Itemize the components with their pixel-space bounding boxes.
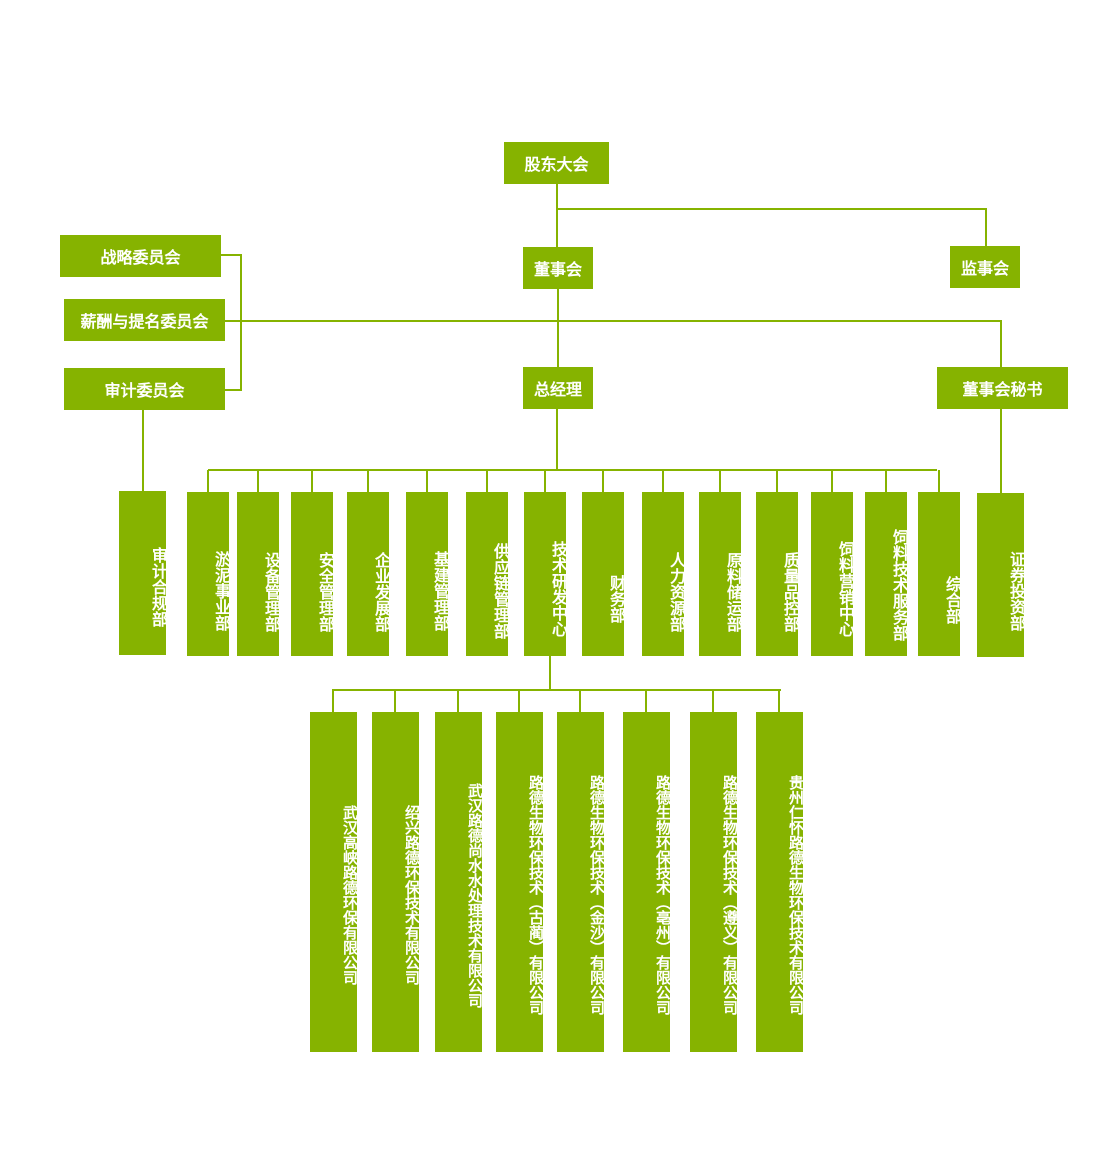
subsidiary-label: 绍兴路德环保技术有限公司 bbox=[403, 805, 421, 985]
strategy-committee-box: 战略委员会 bbox=[60, 235, 221, 277]
connector bbox=[712, 690, 714, 712]
dept-label: 技术研发中心 bbox=[549, 541, 568, 637]
department-box: 设备管理部 bbox=[237, 492, 281, 656]
department-box: 原料储运部 bbox=[699, 492, 743, 656]
subsidiary-box: 武汉路德尚水水处理技术有限公司 bbox=[435, 712, 484, 1052]
subsidiary-box: 路德生物环保技术（遵义）有限公司 bbox=[690, 712, 739, 1052]
dept-label: 安全管理部 bbox=[316, 552, 335, 632]
shareholders-meeting-box: 股东大会 bbox=[504, 142, 609, 184]
connector bbox=[778, 690, 780, 712]
connector bbox=[579, 690, 581, 712]
connector bbox=[208, 469, 937, 471]
department-box: 基建管理部 bbox=[406, 492, 450, 656]
dept-label: 企业发展部 bbox=[372, 552, 391, 632]
connector bbox=[394, 690, 396, 712]
dept-label: 饲料营销中心 bbox=[836, 541, 855, 637]
department-box: 淤泥事业部 bbox=[187, 492, 231, 656]
subsidiary-label: 武汉高峡路德环保有限公司 bbox=[341, 805, 359, 985]
subsidiary-label: 路德生物环保技术（亳州）有限公司 bbox=[654, 775, 672, 1015]
connector bbox=[1000, 320, 1002, 367]
subsidiary-box: 路德生物环保技术（亳州）有限公司 bbox=[623, 712, 672, 1052]
board-box: 董事会 bbox=[523, 247, 593, 289]
connector bbox=[457, 690, 459, 712]
department-box: 饲料营销中心 bbox=[811, 492, 855, 656]
department-box: 饲料技术服务部 bbox=[865, 492, 909, 656]
connector bbox=[486, 470, 488, 492]
audit-committee-box: 审计委员会 bbox=[64, 368, 225, 410]
board-secretary-box: 董事会秘书 bbox=[937, 367, 1068, 409]
department-box: 安全管理部 bbox=[291, 492, 335, 656]
subsidiary-box: 路德生物环保技术（古蔺）有限公司 bbox=[496, 712, 545, 1052]
connector bbox=[518, 690, 520, 712]
subsidiary-label: 武汉路德尚水水处理技术有限公司 bbox=[466, 782, 484, 1008]
connector bbox=[602, 470, 604, 492]
connector bbox=[240, 254, 242, 391]
supervisors-box: 监事会 bbox=[950, 246, 1020, 288]
connector bbox=[645, 690, 647, 712]
subsidiary-box: 绍兴路德环保技术有限公司 bbox=[372, 712, 421, 1052]
connector bbox=[221, 254, 242, 256]
department-box: 供应链管理部 bbox=[466, 492, 510, 656]
securities-dept-box: 证券投资部 bbox=[977, 493, 1026, 657]
connector bbox=[1000, 409, 1002, 493]
dept-label: 综合部 bbox=[943, 576, 962, 624]
compensation-committee-box: 薪酬与提名委员会 bbox=[64, 299, 225, 341]
subsidiary-label: 路德生物环保技术（古蔺）有限公司 bbox=[527, 775, 545, 1015]
connector bbox=[556, 184, 558, 247]
audit-compliance-dept-box: 审计合规部 bbox=[119, 491, 168, 655]
dept-label: 原料储运部 bbox=[724, 552, 743, 632]
subsidiary-box: 武汉高峡路德环保有限公司 bbox=[310, 712, 359, 1052]
dept-label: 证券投资部 bbox=[1007, 551, 1026, 631]
connector bbox=[225, 389, 242, 391]
connector bbox=[426, 470, 428, 492]
subsidiary-label: 路德生物环保技术（金沙）有限公司 bbox=[588, 775, 606, 1015]
connector bbox=[885, 470, 887, 492]
dept-label: 财务部 bbox=[607, 575, 626, 623]
dept-label: 饲料技术服务部 bbox=[890, 529, 909, 641]
connector bbox=[556, 409, 558, 471]
connector bbox=[367, 470, 369, 492]
department-box: 质量品控部 bbox=[756, 492, 800, 656]
department-box: 财务部 bbox=[582, 492, 626, 656]
connector bbox=[556, 208, 987, 210]
connector bbox=[225, 320, 1002, 322]
dept-label: 质量品控部 bbox=[781, 552, 800, 632]
subsidiary-label: 贵州仁怀路德生物环保技术有限公司 bbox=[787, 775, 805, 1015]
subsidiary-box: 贵州仁怀路德生物环保技术有限公司 bbox=[756, 712, 805, 1052]
connector bbox=[776, 470, 778, 492]
subsidiary-label: 路德生物环保技术（遵义）有限公司 bbox=[721, 775, 739, 1015]
connector bbox=[938, 470, 940, 492]
connector bbox=[257, 470, 259, 492]
department-box: 人力资源部 bbox=[642, 492, 686, 656]
connector bbox=[207, 470, 209, 492]
connector bbox=[831, 470, 833, 492]
department-box: 综合部 bbox=[918, 492, 962, 656]
connector bbox=[332, 689, 781, 691]
department-box: 企业发展部 bbox=[347, 492, 391, 656]
dept-label: 设备管理部 bbox=[262, 552, 281, 632]
connector bbox=[549, 656, 551, 691]
connector bbox=[142, 410, 144, 491]
department-box: 技术研发中心 bbox=[524, 492, 568, 656]
connector bbox=[544, 470, 546, 492]
dept-label: 供应链管理部 bbox=[491, 543, 510, 639]
connector bbox=[985, 208, 987, 246]
dept-label: 人力资源部 bbox=[667, 552, 686, 632]
connector bbox=[557, 289, 559, 367]
connector bbox=[332, 690, 334, 712]
dept-label: 基建管理部 bbox=[431, 551, 450, 631]
connector bbox=[662, 470, 664, 492]
connector bbox=[719, 470, 721, 492]
dept-label: 审计合规部 bbox=[149, 547, 168, 627]
general-manager-box: 总经理 bbox=[523, 367, 593, 409]
connector bbox=[311, 470, 313, 492]
dept-label: 淤泥事业部 bbox=[212, 551, 231, 631]
subsidiary-box: 路德生物环保技术（金沙）有限公司 bbox=[557, 712, 606, 1052]
